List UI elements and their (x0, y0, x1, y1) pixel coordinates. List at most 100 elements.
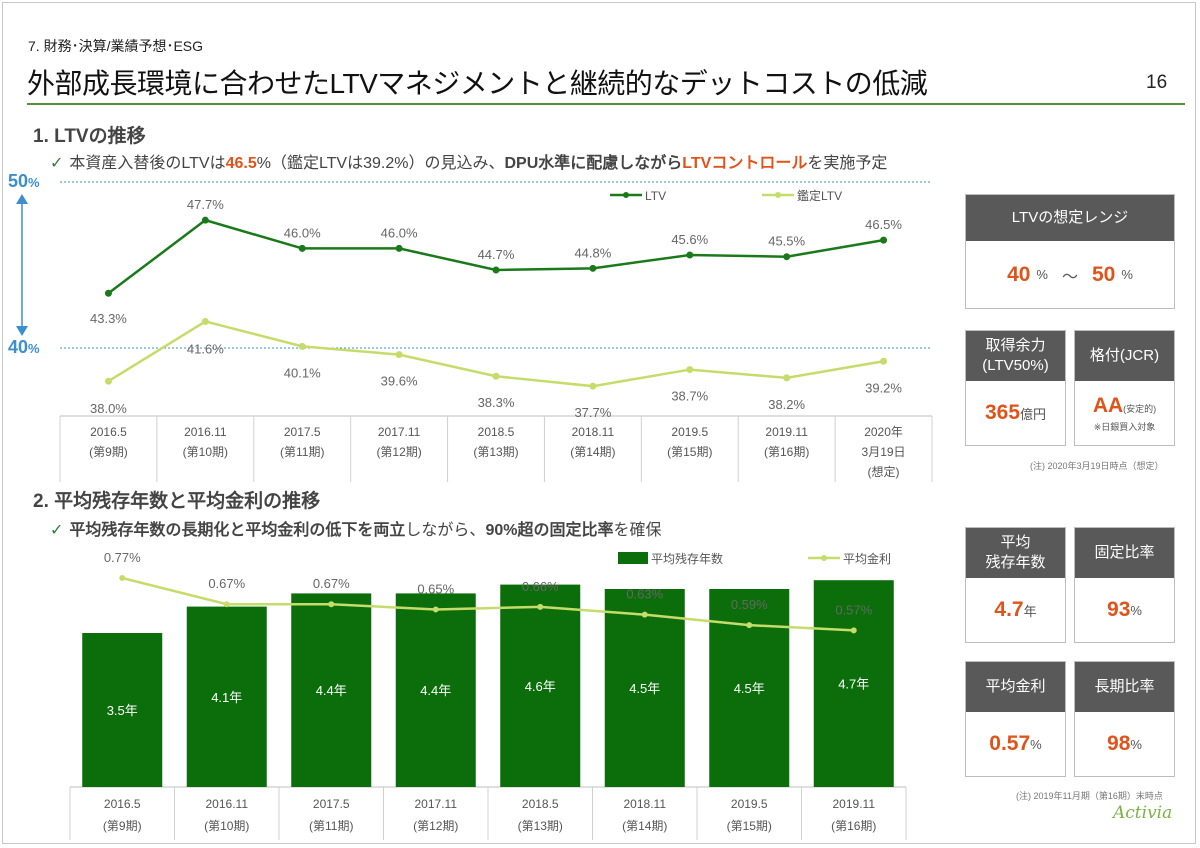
long-term-ratio-card: 長期比率 98% (1074, 661, 1175, 777)
ltv-note-highlight: LTVコントロール (682, 155, 808, 172)
long-term-ratio-unit: % (1130, 736, 1142, 752)
data-label: 39.6% (381, 374, 418, 389)
debt-footnote: (注) 2019年11月期（第16期）末時点 (1016, 791, 1163, 801)
ltv-x-tick-label: (第9期) (89, 445, 128, 459)
debt-x-tick-label: 2019.11 (833, 797, 876, 811)
data-label: 0.67% (208, 576, 245, 591)
ltv-axis-top-value: 50 (8, 171, 29, 191)
remaining-years-title: 平均 残存年数 (966, 528, 1065, 578)
ltv-x-tick-label: (第13期) (473, 445, 518, 459)
section-label: 7. 財務･決算/業績予想･ESG (28, 38, 204, 54)
fixed-ratio-value: 93 (1107, 598, 1131, 621)
bar-label: 4.7年 (838, 677, 869, 692)
debt-x-tick-label: (第15期) (727, 819, 772, 833)
ltv-axis-bottom-value: 40 (8, 337, 29, 357)
data-point (783, 253, 791, 261)
ltv-range-low: 40 (1007, 262, 1031, 286)
debt-x-tick-label: (第13期) (518, 819, 563, 833)
fixed-ratio-card: 固定比率 93% (1074, 527, 1175, 643)
data-label: 0.65% (417, 581, 454, 596)
bar-remaining-years (291, 593, 372, 787)
rating-outlook: (安定的) (1123, 403, 1157, 414)
ltv-x-tick-label: 2016.5 (90, 425, 127, 439)
range-arrow-up-icon (16, 194, 28, 204)
activia-logo: Activia (1113, 803, 1173, 823)
data-point (201, 216, 209, 224)
data-point (223, 601, 230, 608)
debt-x-tick-label: 2018.11 (624, 797, 667, 811)
debt-note-text-1: しながら、 (405, 522, 486, 539)
data-point (537, 603, 544, 610)
data-label: 44.7% (478, 247, 515, 262)
ltv-x-tick-label: 2019.5 (671, 425, 708, 439)
data-point (589, 264, 597, 272)
remaining-years-card: 平均 残存年数 4.7 年 (965, 527, 1066, 643)
data-label: 0.57% (835, 602, 872, 617)
check-icon: ✓ (50, 522, 64, 539)
debt-x-tick-label: (第9期) (103, 819, 142, 833)
bar-remaining-years (82, 633, 163, 787)
data-label: 0.67% (313, 576, 350, 591)
remaining-years-value: 4.7 (994, 598, 1024, 621)
debt-x-tick-label: 2016.11 (206, 797, 249, 811)
debt-x-tick-label: (第11期) (309, 819, 353, 833)
series-line-average-rate (121, 576, 854, 632)
ltv-note-text-3: を実施予定 (807, 155, 888, 172)
ltv-note-text-2: %（鑑定LTVは39.2%）の見込み、 (256, 155, 505, 172)
remaining-years-title-2: 残存年数 (985, 554, 1046, 571)
acquisition-capacity-title-1: 取得余力 (985, 336, 1046, 354)
ltv-x-tick-label: (第12期) (376, 445, 421, 459)
average-rate-unit: % (1030, 736, 1042, 752)
data-point (746, 622, 753, 629)
debt-x-tick-label: 2017.11 (415, 797, 458, 811)
debt-note-text-2: を確保 (613, 522, 662, 539)
fixed-ratio-unit: % (1130, 602, 1142, 618)
legend-label: 鑑定LTV (797, 188, 842, 203)
ltv-x-tick-label: (第10期) (183, 445, 228, 459)
remaining-years-title-1: 平均 (1000, 533, 1031, 551)
debt-note-emphasis-1: 平均残存年数の長期化と平均金利の低下を両立 (69, 522, 406, 539)
data-point (589, 382, 597, 390)
bar-label: 4.4年 (420, 683, 451, 698)
ltv-note: ✓ 本資産入替後のLTVは46.5%（鑑定LTVは39.2%）の見込み、DPU水準… (50, 149, 887, 173)
rating-title: 格付(JCR) (1075, 331, 1174, 381)
ltv-range-high: 50 (1092, 262, 1116, 286)
legend-label: LTV (645, 189, 666, 203)
debt-note-emphasis-2: 90%超の固定比率 (485, 522, 614, 539)
data-point (328, 601, 335, 608)
debt-heading: 2. 平均残存年数と平均金利の推移 (33, 491, 321, 512)
ltv-range-title: LTVの想定レンジ (966, 195, 1174, 241)
bar-label: 3.5年 (107, 703, 138, 718)
data-point (104, 289, 112, 297)
average-rate-card: 平均金利 0.57% (965, 661, 1066, 777)
data-point (686, 251, 694, 259)
data-point (119, 575, 126, 581)
average-rate-body: 0.57% (966, 712, 1065, 776)
ltv-x-tick-label: (第11期) (280, 445, 324, 459)
data-label: 39.2% (865, 380, 902, 395)
ltv-x-tick-label: (想定) (868, 464, 900, 479)
data-label: 0.77% (104, 550, 141, 565)
acquisition-capacity-unit: 億円 (1020, 406, 1047, 422)
data-point (641, 611, 648, 618)
legend-marker (623, 192, 629, 198)
data-label: 40.1% (284, 365, 321, 380)
data-label: 38.7% (671, 389, 708, 404)
data-point (492, 372, 500, 380)
long-term-ratio-title: 長期比率 (1075, 662, 1174, 712)
data-label: 38.3% (478, 395, 515, 410)
debt-x-tick-label: (第12期) (413, 819, 458, 833)
ltv-note-value: 46.5 (225, 155, 257, 172)
title-divider (27, 103, 1185, 105)
ltv-axis-bottom-unit: % (28, 341, 40, 356)
data-point (395, 351, 403, 359)
bar-remaining-years (604, 589, 685, 787)
ltv-note-emphasis: DPU水準に配慮しながら (504, 155, 683, 172)
legend-marker (775, 192, 781, 198)
acquisition-capacity-value: 365 (984, 401, 1021, 424)
bar-label: 4.4年 (316, 683, 347, 698)
average-rate-title: 平均金利 (966, 662, 1065, 712)
data-label: 0.66% (522, 579, 559, 594)
data-point (880, 236, 888, 244)
